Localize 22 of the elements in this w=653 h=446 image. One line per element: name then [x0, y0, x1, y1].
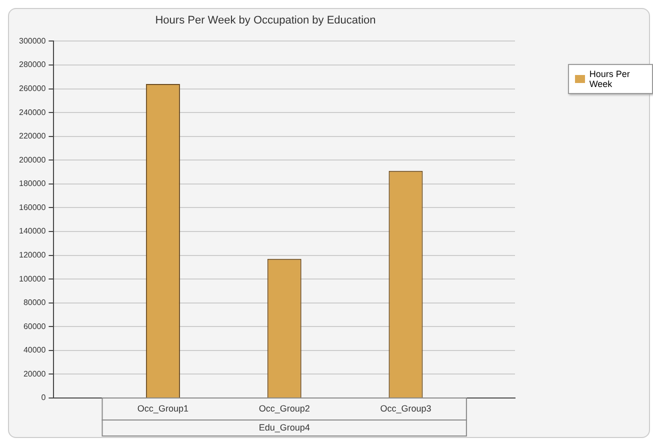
y-tick-label: 60000 [23, 322, 46, 331]
y-tick-label: 20000 [23, 369, 46, 378]
chart-title: Hours Per Week by Occupation by Education [155, 14, 376, 27]
y-tick-label: 180000 [18, 179, 46, 188]
y-tick-label: 220000 [18, 132, 46, 141]
legend-label: Hours Per Week [589, 69, 631, 89]
y-tick-label: 300000 [18, 36, 46, 46]
y-tick-label: 0 [41, 393, 46, 402]
y-tick-label: 140000 [18, 226, 46, 236]
y-tick-label: 40000 [23, 346, 46, 355]
x-axis-title: Edu_Group4 [258, 422, 310, 432]
y-tick-label: 280000 [18, 60, 46, 70]
y-tick-label: 80000 [23, 298, 46, 308]
x-tick-label: Occ_Group3 [380, 403, 432, 414]
y-tick-label: 120000 [18, 250, 46, 260]
y-tick-label: 100000 [18, 274, 46, 284]
y-tick-label: 160000 [18, 202, 46, 212]
y-tick-label: 260000 [18, 84, 46, 93]
x-tick-label: Occ_Group2 [258, 403, 310, 414]
x-tick-label: Occ_Group1 [137, 403, 188, 414]
y-tick-label: 240000 [18, 108, 46, 117]
y-tick-label: 200000 [18, 155, 46, 164]
